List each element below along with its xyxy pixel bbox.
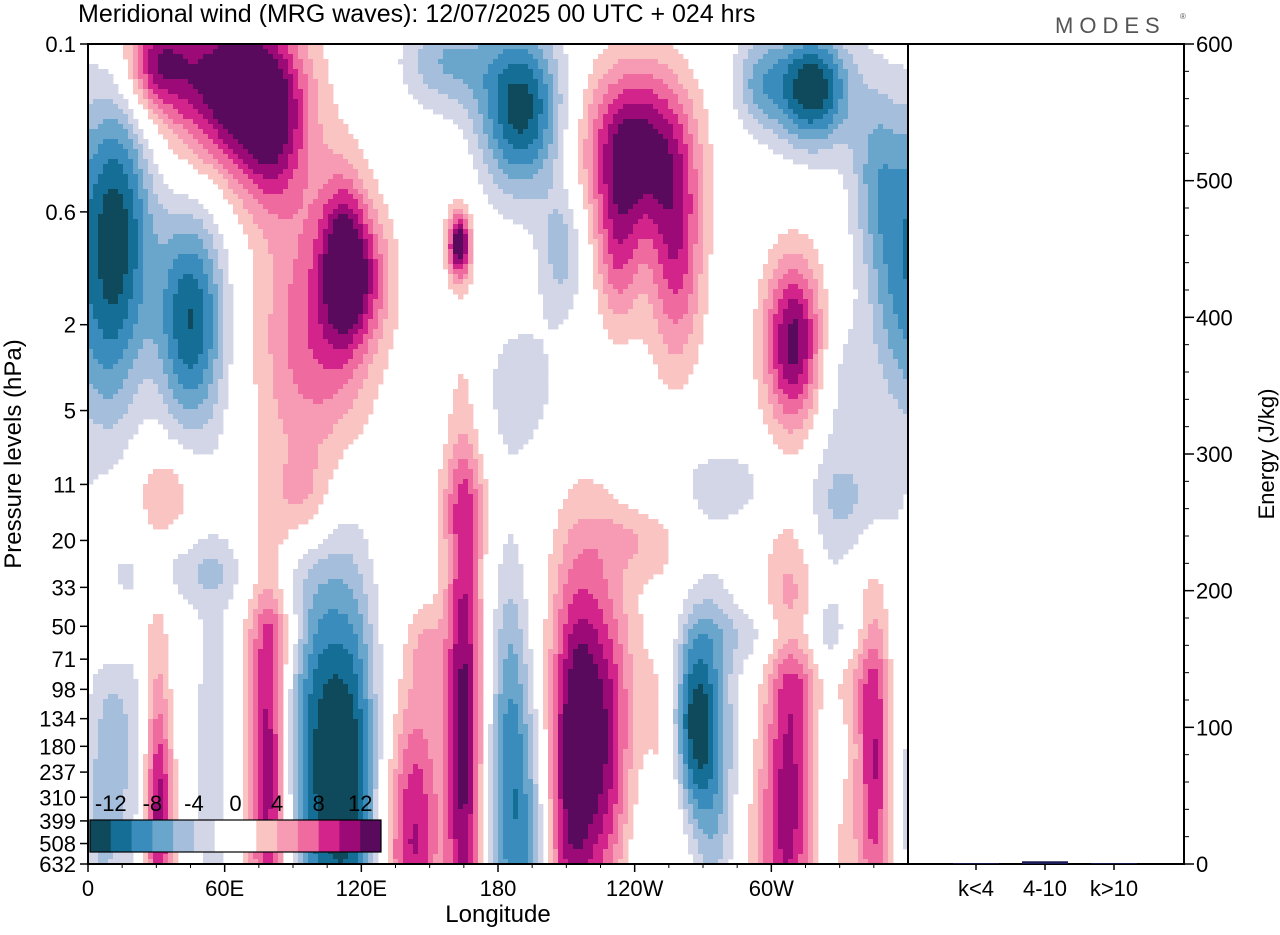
colorbar-label: -4 (184, 791, 204, 816)
longitude-tick-label: 0 (82, 876, 94, 901)
colorbar-swatch (298, 820, 319, 852)
brand-text: MODES (1055, 13, 1166, 38)
pressure-tick-label: 20 (52, 528, 76, 553)
colorbar-swatch (360, 820, 381, 852)
colorbar-swatch (319, 820, 340, 852)
heatmap-field (88, 44, 908, 864)
longitude-axis: 0 60E 120E 180 120W 60W (82, 864, 874, 901)
energy-tick-label: 400 (1196, 305, 1233, 330)
longitude-tick-label: 60E (205, 876, 244, 901)
colorbar-label: 4 (271, 791, 283, 816)
pressure-tick-label: 71 (52, 647, 76, 672)
bar-category-label: 4-10 (1023, 876, 1067, 901)
chart-title: Meridional wind (MRG waves): 12/07/2025 … (78, 0, 755, 28)
energy-tick-label: 0 (1196, 852, 1208, 877)
pressure-tick-label: 134 (39, 707, 76, 732)
x-axis-label: Longitude (445, 901, 550, 928)
colorbar-swatch (90, 820, 111, 852)
brand-mark: ® (1180, 12, 1186, 21)
pressure-tick-label: 50 (52, 614, 76, 639)
energy-axis: 0 100 200 300 400 500 600 (1184, 32, 1233, 877)
colorbar-label: 0 (229, 791, 241, 816)
colorbar-swatch (194, 820, 215, 852)
pressure-tick-label: 0.1 (45, 32, 76, 57)
colorbar-swatch (132, 820, 153, 852)
y-axis-label: Pressure levels (hPa) (0, 339, 27, 568)
pressure-tick-label: 5 (64, 399, 76, 424)
longitude-tick-label: 180 (480, 876, 517, 901)
pressure-tick-label: 632 (39, 852, 76, 877)
colorbar-label: 12 (348, 791, 372, 816)
colorbar-swatch (277, 820, 298, 852)
pressure-tick-label: 98 (52, 677, 76, 702)
modes-logo: MODES ® (1055, 12, 1186, 38)
colorbar-label: -12 (95, 791, 127, 816)
energy-bar (1091, 863, 1137, 864)
energy-tick-label: 500 (1196, 169, 1233, 194)
colorbar-swatch (339, 820, 360, 852)
energy-axis-label: Energy (J/kg) (1254, 389, 1279, 520)
longitude-tick-label: 120W (606, 876, 664, 901)
pressure-tick-label: 237 (39, 760, 76, 785)
colorbar-swatch (256, 820, 277, 852)
pressure-tick-label: 0.6 (45, 200, 76, 225)
pressure-tick-label: 399 (39, 809, 76, 834)
colorbar-swatch (236, 820, 257, 852)
energy-panel-frame (908, 44, 1184, 864)
energy-tick-label: 300 (1196, 442, 1233, 467)
pressure-tick-label: 33 (52, 575, 76, 600)
bar-category-label: k<4 (958, 876, 994, 901)
pressure-tick-label: 2 (64, 313, 76, 338)
pressure-tick-label: 11 (53, 472, 76, 497)
pressure-tick-label: 310 (39, 785, 76, 810)
colorbar-swatch (152, 820, 173, 852)
pressure-axis: 0.10.62511203350719813418023731039950863… (39, 32, 88, 877)
energy-tick-label: 600 (1196, 32, 1233, 57)
longitude-tick-label: 60W (749, 876, 794, 901)
energy-tick-label: 200 (1196, 579, 1233, 604)
colorbar-swatch (111, 820, 132, 852)
colorbar-swatch (173, 820, 194, 852)
longitude-tick-label: 120E (336, 876, 387, 901)
energy-tick-label: 100 (1196, 715, 1233, 740)
colorbar-label: 8 (313, 791, 325, 816)
energy-bar (953, 863, 999, 864)
colorbar-label: -8 (143, 791, 163, 816)
colorbar-swatch (215, 820, 236, 852)
pressure-tick-label: 180 (39, 734, 76, 759)
energy-bar (1022, 861, 1068, 864)
bar-category-label: k>10 (1090, 876, 1138, 901)
energy-bars: k<4 4-10 k>10 (953, 861, 1138, 901)
